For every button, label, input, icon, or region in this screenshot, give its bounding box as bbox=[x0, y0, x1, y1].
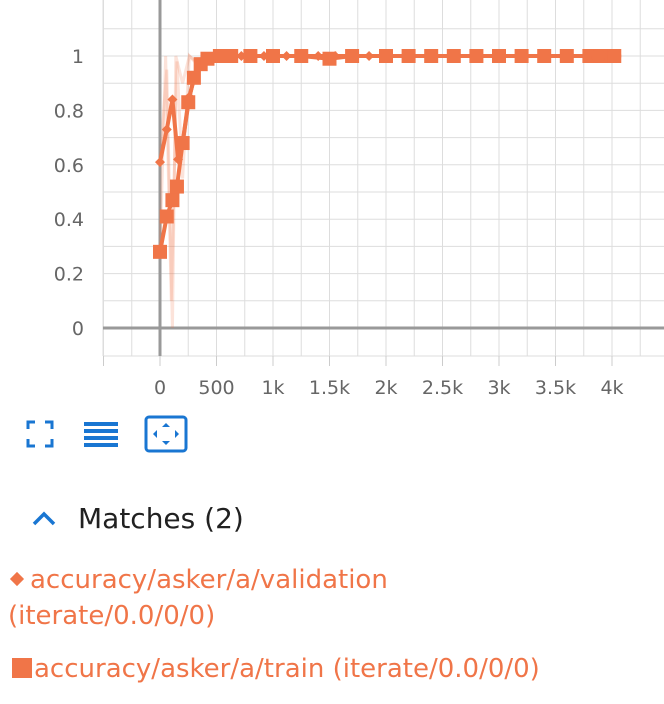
train-point bbox=[322, 51, 337, 66]
chart-toolbar bbox=[20, 414, 200, 458]
train-point bbox=[181, 95, 196, 110]
train-point bbox=[492, 49, 506, 63]
train-point bbox=[200, 51, 215, 66]
fit-domain-button[interactable] bbox=[144, 414, 188, 454]
train-point bbox=[212, 49, 227, 63]
train-point bbox=[559, 49, 574, 63]
log-scale-button[interactable] bbox=[80, 414, 122, 454]
train-point bbox=[224, 49, 239, 63]
validation-point bbox=[281, 51, 292, 61]
fullscreen-button[interactable] bbox=[22, 414, 58, 454]
list-lines-icon bbox=[84, 422, 118, 447]
train-point bbox=[159, 209, 174, 224]
y-tick-label: 1 bbox=[72, 46, 84, 68]
train-point bbox=[345, 49, 360, 63]
diamond-marker-icon bbox=[9, 571, 25, 586]
train-point bbox=[153, 244, 167, 259]
train-point bbox=[379, 49, 393, 63]
train-point bbox=[175, 136, 190, 151]
train-point bbox=[514, 49, 529, 63]
match-label-line2: (iterate/0.0/0/0) bbox=[8, 601, 216, 631]
validation-point bbox=[155, 157, 165, 168]
match-label: accuracy/asker/a/train (iterate/0.0/0/0) bbox=[34, 654, 540, 684]
validation-point bbox=[313, 51, 324, 61]
train-point bbox=[401, 49, 416, 63]
match-label-line1: accuracy/asker/a/validation bbox=[30, 565, 388, 595]
end-point-circle bbox=[607, 49, 622, 63]
chart: 0 0.2 0.4 0.6 0.8 1 0 500 1k 1.5k 2k 2.5k 3k 3.5k 4k bbox=[54, 0, 664, 399]
x-tick-label: 4k bbox=[600, 377, 623, 399]
train-series-line bbox=[158, 54, 615, 253]
x-tick-label: 3.5k bbox=[535, 377, 576, 399]
y-tick-label: 0.2 bbox=[54, 264, 84, 286]
train-point bbox=[424, 49, 439, 63]
square-marker-icon bbox=[12, 657, 32, 678]
validation-point bbox=[167, 94, 178, 105]
y-tick-label: 0.8 bbox=[54, 100, 84, 122]
train-point bbox=[537, 49, 552, 63]
match-item-validation[interactable]: accuracy/asker/a/validation (iterate/0.0… bbox=[8, 562, 388, 634]
matches-title: Matches (2) bbox=[78, 501, 244, 535]
train-point bbox=[469, 49, 484, 63]
x-tick-label: 3k bbox=[487, 377, 510, 399]
train-point bbox=[243, 49, 258, 63]
x-tick-label: 500 bbox=[198, 377, 234, 399]
chevron-up-icon bbox=[32, 511, 56, 526]
validation-point bbox=[173, 154, 184, 165]
x-tick-label: 1.5k bbox=[309, 377, 350, 399]
chart-svg: 0 0.2 0.4 0.6 0.8 1 0 500 1k 1.5k 2k 2.5k 3k 3.5k 4k bbox=[54, 0, 664, 399]
y-tick-label: 0.6 bbox=[54, 155, 84, 177]
x-tick-label: 0 bbox=[154, 377, 166, 399]
x-tick-label: 2.5k bbox=[422, 377, 463, 399]
y-tick-label: 0.4 bbox=[54, 209, 84, 231]
x-tick-label: 1k bbox=[261, 377, 284, 399]
train-point bbox=[446, 49, 461, 63]
match-item-train[interactable]: accuracy/asker/a/train (iterate/0.0/0/0) bbox=[8, 651, 540, 687]
train-point bbox=[169, 179, 184, 194]
matches-header: Matches (2) bbox=[24, 496, 244, 540]
collapse-chevron-button[interactable] bbox=[24, 498, 64, 538]
validation-point bbox=[161, 124, 172, 135]
train-point bbox=[266, 49, 280, 63]
validation-point bbox=[364, 51, 375, 61]
fullscreen-icon bbox=[26, 420, 54, 448]
train-point bbox=[165, 193, 180, 208]
train-point bbox=[294, 49, 309, 63]
end-point-circle bbox=[591, 49, 606, 63]
y-tick-label: 0 bbox=[72, 318, 84, 340]
fit-to-data-icon bbox=[144, 415, 188, 453]
x-tick-label: 2k bbox=[374, 377, 397, 399]
train-point bbox=[186, 70, 201, 85]
